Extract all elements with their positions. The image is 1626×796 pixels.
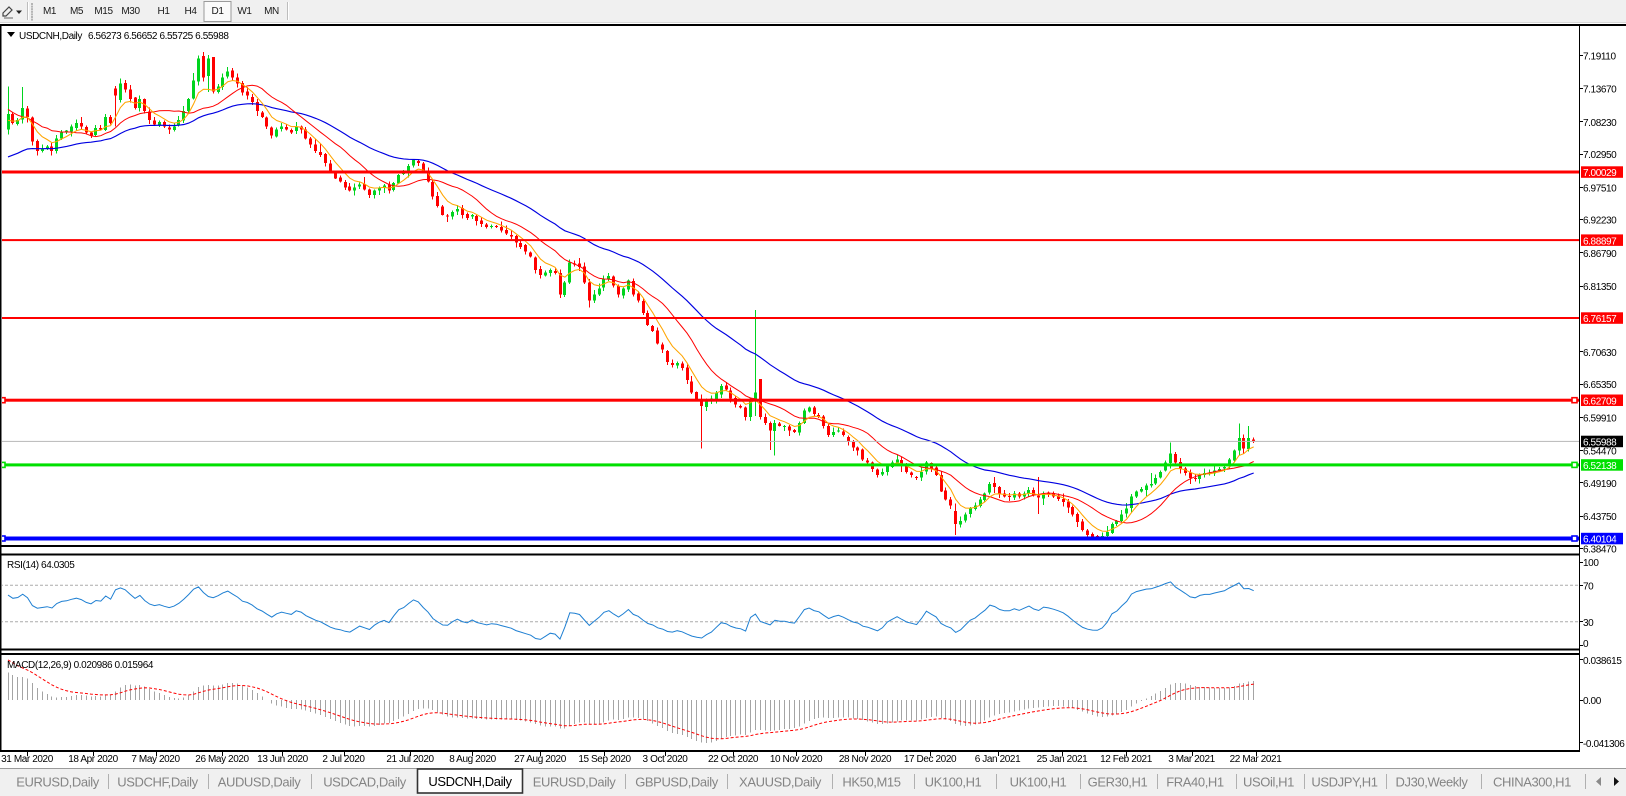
svg-text:HK50,M15: HK50,M15 <box>842 775 900 790</box>
svg-text:6.65350: 6.65350 <box>1583 380 1617 391</box>
svg-text:22 Mar 2021: 22 Mar 2021 <box>1230 754 1283 765</box>
svg-text:31 Mar 2020: 31 Mar 2020 <box>1 754 54 765</box>
svg-text:USDCAD,Daily: USDCAD,Daily <box>323 775 407 790</box>
svg-text:6.56273 6.56652 6.55725 6.5598: 6.56273 6.56652 6.55725 6.55988 <box>88 31 229 42</box>
svg-text:21 Jul 2020: 21 Jul 2020 <box>386 754 434 765</box>
svg-text:D1: D1 <box>212 6 225 17</box>
svg-text:GBPUSD,Daily: GBPUSD,Daily <box>635 775 719 790</box>
svg-text:22 Oct 2020: 22 Oct 2020 <box>708 754 759 765</box>
svg-text:MACD(12,26,9) 0.020986 0.01596: MACD(12,26,9) 0.020986 0.015964 <box>7 660 154 671</box>
svg-text:27 Aug 2020: 27 Aug 2020 <box>514 754 567 765</box>
svg-text:3 Mar 2021: 3 Mar 2021 <box>1168 754 1215 765</box>
svg-text:-0.041306: -0.041306 <box>1583 739 1625 750</box>
svg-text:H4: H4 <box>185 6 198 17</box>
svg-text:6.97510: 6.97510 <box>1583 183 1617 194</box>
svg-text:DJ30,Weekly: DJ30,Weekly <box>1396 775 1469 790</box>
svg-text:6.40104: 6.40104 <box>1583 535 1617 546</box>
svg-text:6.43750: 6.43750 <box>1583 512 1617 523</box>
svg-text:8 Aug 2020: 8 Aug 2020 <box>449 754 496 765</box>
svg-text:6.76157: 6.76157 <box>1583 314 1617 325</box>
svg-text:10 Nov 2020: 10 Nov 2020 <box>770 754 823 765</box>
svg-text:30: 30 <box>1583 618 1594 629</box>
svg-text:XAUUSD,Daily: XAUUSD,Daily <box>739 775 822 790</box>
svg-text:6.86790: 6.86790 <box>1583 249 1617 260</box>
svg-text:EURUSD,Daily: EURUSD,Daily <box>16 775 100 790</box>
svg-text:100: 100 <box>1583 558 1599 569</box>
svg-text:W1: W1 <box>237 6 252 17</box>
svg-text:25 Jan 2021: 25 Jan 2021 <box>1037 754 1088 765</box>
svg-text:6.52138: 6.52138 <box>1583 461 1617 472</box>
svg-text:0: 0 <box>1583 639 1589 650</box>
svg-text:USDCNH,Daily: USDCNH,Daily <box>428 774 512 789</box>
svg-text:12 Feb 2021: 12 Feb 2021 <box>1100 754 1153 765</box>
svg-text:6.59910: 6.59910 <box>1583 413 1617 424</box>
svg-text:26 May 2020: 26 May 2020 <box>195 754 249 765</box>
svg-text:CHINA300,H1: CHINA300,H1 <box>1493 775 1571 790</box>
svg-text:0.038615: 0.038615 <box>1583 656 1622 667</box>
svg-text:3 Oct 2020: 3 Oct 2020 <box>643 754 689 765</box>
svg-text:7.19110: 7.19110 <box>1583 51 1616 62</box>
svg-text:USOil,H1: USOil,H1 <box>1243 775 1294 790</box>
svg-text:RSI(14) 64.0305: RSI(14) 64.0305 <box>7 560 75 571</box>
svg-text:0.00: 0.00 <box>1583 696 1602 707</box>
svg-text:M30: M30 <box>121 6 140 17</box>
svg-text:6.55988: 6.55988 <box>1583 438 1617 449</box>
svg-text:6.88897: 6.88897 <box>1583 236 1617 247</box>
svg-text:GER30,H1: GER30,H1 <box>1088 775 1148 790</box>
svg-text:28 Nov 2020: 28 Nov 2020 <box>839 754 892 765</box>
svg-text:70: 70 <box>1583 581 1594 592</box>
svg-text:6.38470: 6.38470 <box>1583 545 1617 556</box>
svg-text:17 Dec 2020: 17 Dec 2020 <box>904 754 957 765</box>
svg-text:UK100,H1: UK100,H1 <box>1010 775 1067 790</box>
svg-text:M1: M1 <box>43 6 57 17</box>
svg-text:6.49190: 6.49190 <box>1583 479 1617 490</box>
svg-text:13 Jun 2020: 13 Jun 2020 <box>257 754 308 765</box>
svg-text:M5: M5 <box>70 6 84 17</box>
svg-text:6.92230: 6.92230 <box>1583 216 1617 227</box>
svg-text:M15: M15 <box>94 6 113 17</box>
svg-text:USDCHF,Daily: USDCHF,Daily <box>117 775 198 790</box>
svg-text:UK100,H1: UK100,H1 <box>925 775 982 790</box>
svg-text:EURUSD,Daily: EURUSD,Daily <box>533 775 617 790</box>
svg-text:H1: H1 <box>158 6 171 17</box>
svg-text:MN: MN <box>264 6 279 17</box>
svg-text:6 Jan 2021: 6 Jan 2021 <box>975 754 1021 765</box>
svg-text:18 Apr 2020: 18 Apr 2020 <box>68 754 118 765</box>
svg-text:15 Sep 2020: 15 Sep 2020 <box>578 754 631 765</box>
svg-text:AUDUSD,Daily: AUDUSD,Daily <box>218 775 302 790</box>
svg-text:2 Jul 2020: 2 Jul 2020 <box>322 754 365 765</box>
svg-text:USDJPY,H1: USDJPY,H1 <box>1311 775 1377 790</box>
svg-text:7.08230: 7.08230 <box>1583 118 1617 129</box>
svg-text:6.62709: 6.62709 <box>1583 396 1617 407</box>
svg-text:6.54470: 6.54470 <box>1583 447 1617 458</box>
svg-text:6.81350: 6.81350 <box>1583 282 1617 293</box>
svg-text:FRA40,H1: FRA40,H1 <box>1166 775 1224 790</box>
svg-text:7.00029: 7.00029 <box>1583 168 1617 179</box>
svg-text:7 May 2020: 7 May 2020 <box>131 754 180 765</box>
svg-text:USDCNH,Daily: USDCNH,Daily <box>19 31 82 42</box>
svg-text:7.13670: 7.13670 <box>1583 85 1617 96</box>
svg-text:7.02950: 7.02950 <box>1583 150 1617 161</box>
svg-text:6.70630: 6.70630 <box>1583 348 1617 359</box>
